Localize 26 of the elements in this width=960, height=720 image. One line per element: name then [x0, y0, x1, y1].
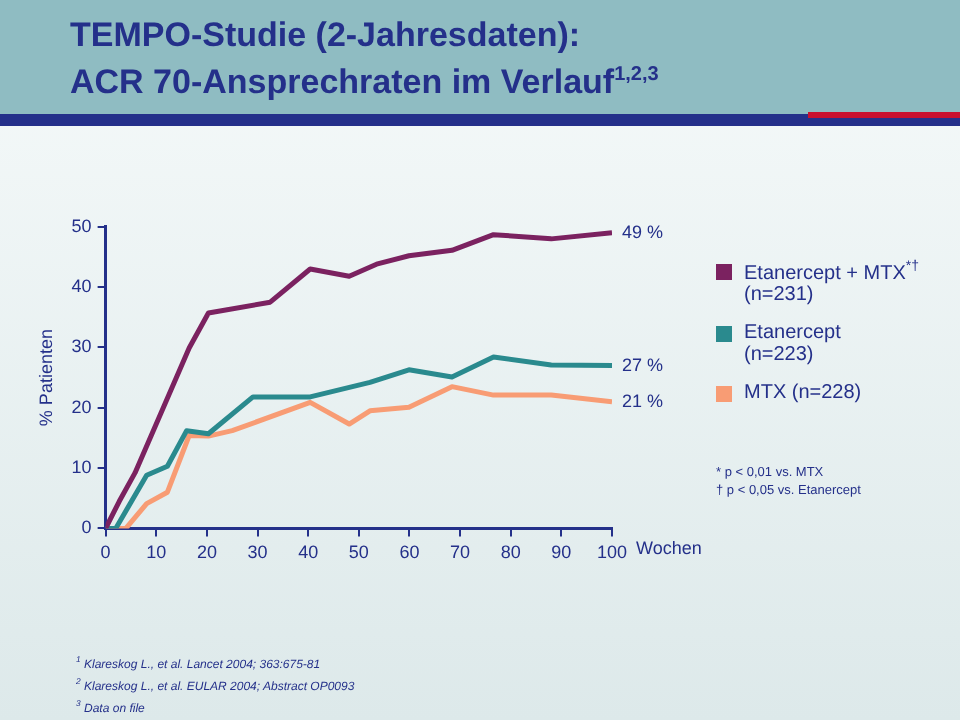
x-tick-label: 60	[399, 542, 420, 563]
data-label: 27 %	[622, 354, 664, 375]
y-tick-label: 30	[71, 336, 92, 357]
x-tick-label: 70	[450, 542, 471, 563]
legend-label: Etanercept (n=223)	[744, 322, 841, 367]
y-tick-label: 0	[81, 517, 92, 538]
x-tick-label: 50	[348, 542, 369, 563]
data-label: 49 %	[622, 221, 664, 242]
y-tick-label: 50	[71, 215, 92, 236]
y-axis-title: % Patienten	[35, 329, 56, 427]
y-tick-label: 20	[71, 396, 92, 417]
y-tick-label: 40	[71, 276, 92, 297]
data-label: 21 %	[622, 390, 664, 411]
text: Etanercept + MTX$^{*†}$ (n=231)	[744, 260, 919, 307]
x-tick-label: 90	[551, 542, 572, 563]
x-tick-label: 30	[247, 542, 268, 563]
x-tick-label: 10	[146, 542, 167, 563]
chart-title: TEMPO-Studie (2-Jahresdaten): ACR 70-Ansprechraten im Verlauf$^{1,2,3}$	[70, 16, 659, 104]
x-tick-label: 100	[596, 542, 628, 563]
y-tick-label: 10	[71, 457, 92, 478]
x-axis-title: Wochen	[636, 538, 702, 559]
x-tick-label: 0	[100, 542, 111, 563]
legend-label: MTX (n=228)	[744, 382, 862, 405]
x-tick-label: 20	[196, 542, 217, 563]
x-tick-label: 80	[500, 542, 521, 563]
x-tick-label: 40	[298, 542, 319, 563]
